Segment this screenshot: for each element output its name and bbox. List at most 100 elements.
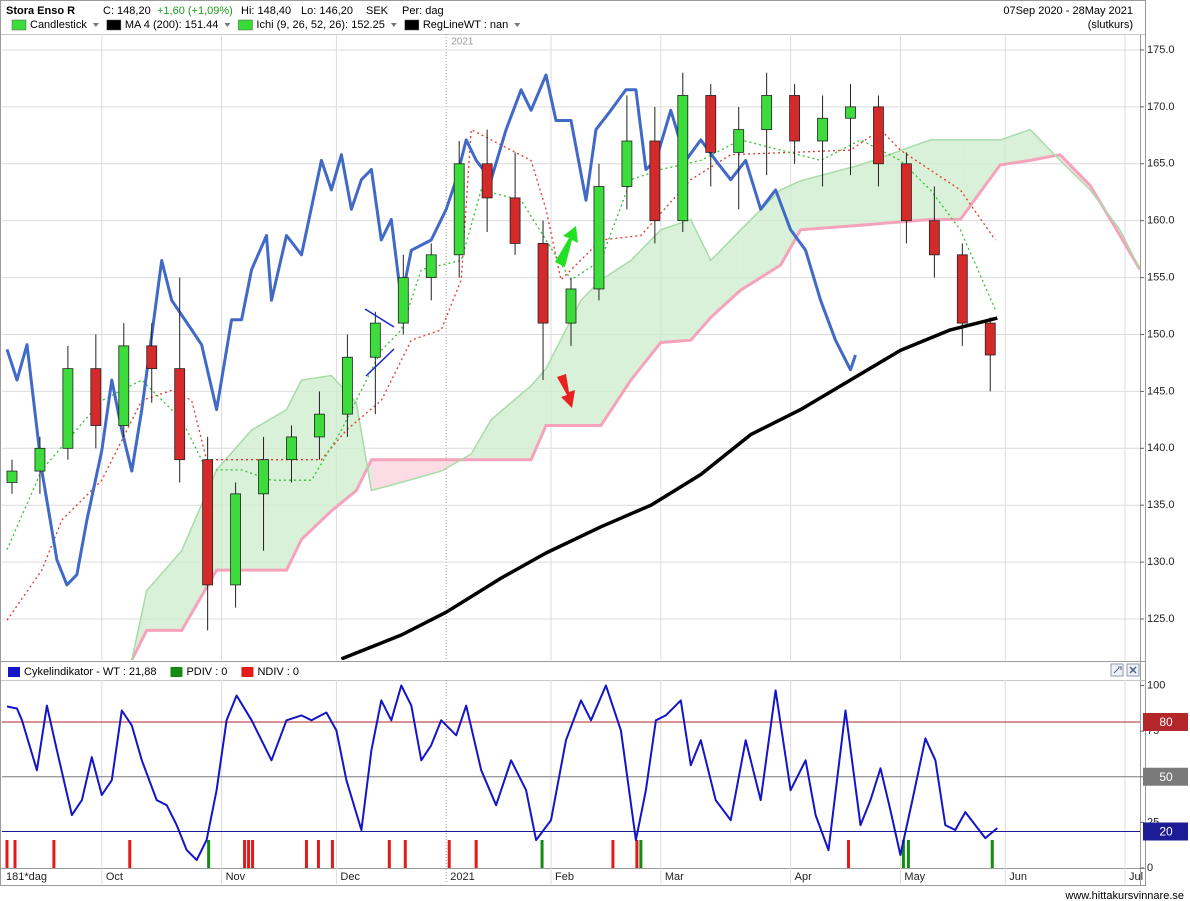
y-tick-label: 130.0 [1147, 556, 1175, 568]
annotation-arrow-down [557, 374, 575, 408]
event-bar [5, 840, 9, 868]
legend-swatch [8, 667, 20, 677]
level-badge [1143, 822, 1188, 841]
symbol: Stora Enso R [6, 5, 75, 17]
level-label: 50 [1159, 770, 1173, 784]
candle-body [761, 95, 773, 131]
x-tick-label: Jun [1009, 871, 1027, 883]
event-bar [316, 840, 320, 868]
lower-grid [2, 680, 1140, 884]
overlay-line [5, 73, 857, 587]
candle-body [817, 117, 828, 142]
candle-body [845, 106, 856, 119]
cloud-span-a [131, 128, 1140, 660]
event-bar [13, 840, 17, 868]
cloud-fill [600, 260, 631, 426]
candle-body [677, 95, 689, 222]
cloud-fill [356, 402, 372, 491]
legend-label: Ichi (9, 26, 52, 26): 152.25 [256, 19, 384, 31]
legend-label: PDIV : 0 [186, 666, 227, 678]
cloud-span-b [130, 153, 1140, 660]
candle-body [314, 413, 325, 438]
x-tick-label: May [904, 871, 925, 883]
legend: Candlestick MA 4 (200): 151.44 Ichi (9, 26… [8, 19, 521, 678]
x-tick-label: Jul [1129, 871, 1143, 883]
y-tick-label: 0 [1147, 862, 1153, 874]
candle-body [202, 459, 214, 586]
x-tick-label: Dec [340, 871, 360, 883]
y-tick-label: 160.0 [1147, 215, 1175, 227]
candle-body [397, 277, 409, 324]
event-bar [447, 840, 451, 868]
candle-body [90, 368, 102, 426]
candle-body [341, 356, 353, 415]
y-tick-label: 150.0 [1147, 328, 1175, 340]
candle-body [230, 493, 241, 586]
cloud-fill [690, 219, 711, 341]
legend-dropdown[interactable] [224, 23, 231, 27]
low: Lo: 146,20 [301, 5, 353, 17]
candle-body [593, 186, 605, 290]
event-bar [474, 840, 478, 868]
event-bar [207, 840, 211, 868]
candle-body [286, 436, 297, 461]
event-bar [243, 840, 247, 868]
level-badge [1143, 712, 1188, 731]
cloud-fill [800, 164, 861, 230]
cloud-fill [630, 229, 661, 380]
date-range: 07Sep 2020 - 28May 2021 [1003, 5, 1133, 17]
cloud-fill [1000, 129, 1031, 165]
candle-body [6, 470, 18, 483]
cloud-fill [740, 189, 781, 291]
level-label: 20 [1159, 825, 1173, 839]
y-tick-label: 155.0 [1147, 271, 1175, 283]
candle-body [649, 140, 661, 222]
candle-body [873, 106, 884, 165]
annotation-arrow-up [555, 226, 578, 267]
event-bar [635, 840, 639, 868]
legend-label: RegLineWT : nan [423, 19, 508, 31]
event-bar [387, 840, 391, 868]
candle-body [789, 95, 801, 142]
y-tick-label: 165.0 [1147, 158, 1175, 170]
candle-body [733, 129, 745, 153]
legend-dropdown[interactable] [92, 23, 99, 27]
candle-body [34, 447, 46, 472]
legend-label: Candlestick [30, 19, 87, 31]
legend-dropdown[interactable] [390, 23, 397, 27]
event-bar [847, 840, 851, 868]
axes: Oct Nov Dec 2021 2021 Feb Mar Apr May Jun Jul 125.0… [106, 37, 1188, 883]
y-tick-label: 135.0 [1147, 499, 1175, 511]
x-tick-label: Oct [106, 871, 123, 883]
y-tick-label: 175.0 [1147, 44, 1175, 56]
cloud-fill [491, 385, 532, 460]
legend-swatch [11, 19, 27, 31]
candle-body [956, 254, 968, 324]
x-tick-label: Feb [555, 871, 574, 883]
candle-body [705, 95, 717, 153]
candle-body [174, 368, 186, 461]
currency: SEK [366, 5, 389, 17]
annotation-line [364, 308, 395, 328]
cloud-fill [660, 219, 691, 343]
cloud-fill [581, 279, 601, 426]
cloud-fill [286, 380, 302, 571]
candle-body [621, 140, 633, 187]
indicator-line [6, 684, 998, 861]
event-bar [540, 840, 544, 868]
period-label: 181*dag [6, 871, 47, 883]
x-year-label: 2021 [451, 37, 474, 48]
legend-swatch [241, 667, 254, 677]
cloud-fill [960, 139, 1001, 220]
candle-body [537, 243, 549, 324]
annotation-line [365, 348, 395, 377]
y-tick-label: 140.0 [1147, 442, 1175, 454]
lower-plot [5, 684, 998, 868]
legend-swatch [404, 19, 420, 31]
legend-swatch [170, 667, 183, 677]
level-label: 80 [1159, 715, 1173, 729]
legend-dropdown[interactable] [514, 23, 521, 27]
x-tick-label: 2021 [450, 871, 474, 883]
